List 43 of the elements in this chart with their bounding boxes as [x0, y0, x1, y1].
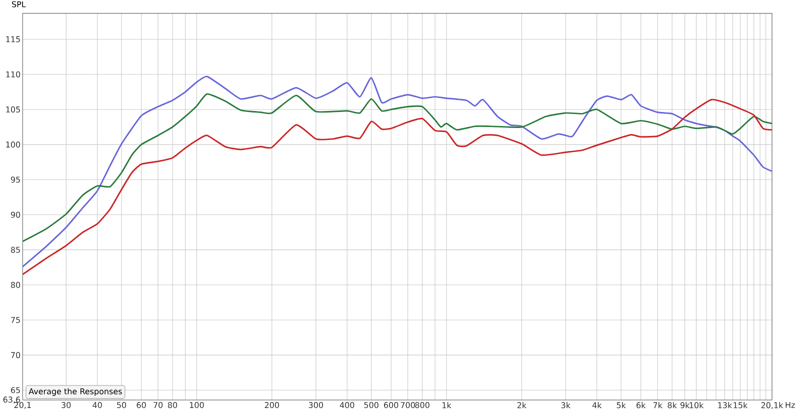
y-tick-label: 100	[6, 142, 20, 148]
x-tick-label: 10k	[690, 402, 704, 408]
x-tick-label: 500	[364, 402, 378, 408]
y-axis-title: SPL	[12, 1, 26, 8]
x-tick-label: 6k	[636, 402, 646, 408]
x-tick-label: 60	[136, 402, 146, 408]
x-tick-label: 8k	[668, 402, 677, 408]
annotation: Average the Responses	[28, 388, 122, 396]
y-tick-label: 80	[11, 282, 20, 288]
x-tick-label: 4k	[592, 402, 602, 408]
x-tick-label: 7k	[653, 402, 662, 408]
x-tick-label: 1k	[442, 402, 452, 408]
x-tick-label: 5k	[616, 402, 626, 408]
x-tick-label: 100	[190, 402, 204, 408]
y-tick-label: 105	[6, 106, 20, 112]
y-tick-label: 110	[6, 71, 20, 78]
x-tick-label: 20,1k	[761, 402, 784, 410]
x-tick-label: 800	[415, 402, 430, 408]
x-tick-label: 30	[62, 402, 71, 408]
x-tick-label: 400	[340, 402, 354, 408]
y-tick-label: 65	[11, 387, 20, 394]
x-tick-label: 700	[400, 402, 415, 408]
x-tick-label: 300	[308, 402, 323, 408]
y-tick-label: 70	[11, 352, 20, 358]
x-tick-label: 80	[168, 402, 178, 408]
x-tick-label: 70	[154, 402, 163, 408]
y-tick-label: 90	[10, 212, 20, 218]
x-tick-label: 40	[92, 402, 102, 408]
y-tick-label: 95	[10, 176, 20, 183]
y-tick-label: 115	[6, 36, 20, 42]
x-tick-label: 9k	[680, 402, 690, 408]
x-tick-label: 15k	[734, 402, 748, 408]
y-tick-label: 85	[11, 246, 20, 253]
x-tick-label: 13k	[718, 402, 732, 408]
y-tick-label: 63,6	[3, 396, 20, 404]
x-tick-label: 600	[384, 402, 398, 408]
x-axis-title: Hz	[786, 402, 795, 408]
x-tick-label: 3k	[561, 402, 571, 408]
x-tick-label: 20,1	[14, 402, 31, 409]
x-tick-label: 50	[117, 402, 126, 408]
x-tick-label: 2k	[517, 402, 527, 408]
x-tick-label: 200	[264, 402, 279, 408]
y-tick-label: 75	[11, 317, 20, 323]
